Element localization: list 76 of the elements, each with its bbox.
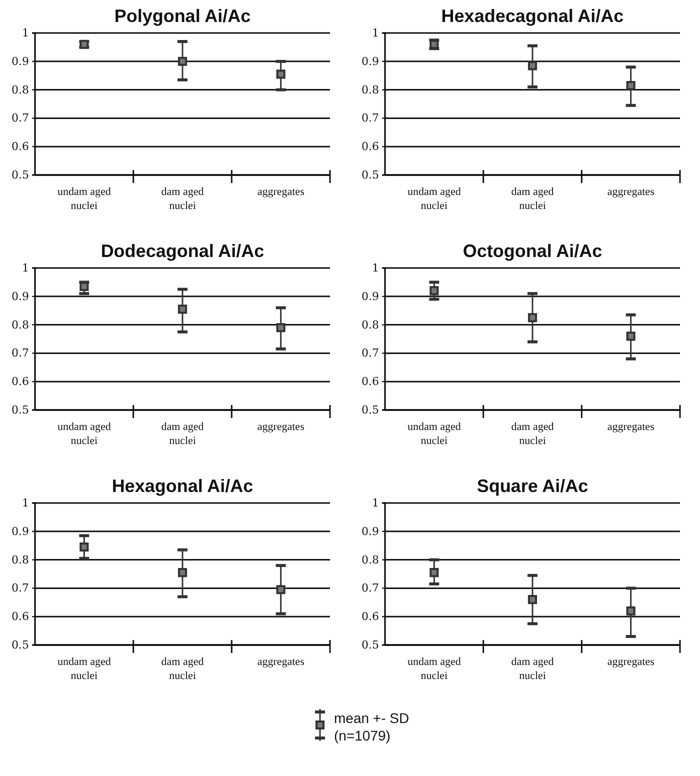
y-tick-label: 0.5 (362, 404, 379, 417)
y-tick-label: 0.5 (12, 404, 29, 417)
y-tick-label: 1 (372, 496, 379, 510)
x-tick-label: dam aged nuclei (161, 186, 204, 212)
point (626, 606, 636, 616)
point (276, 585, 286, 594)
y-tick-label: 1 (22, 496, 29, 510)
x-tick-label: dam aged nuclei (511, 421, 554, 447)
y-tick-label: 1 (22, 26, 29, 40)
chart-title: Polygonal Ai/Ac (114, 6, 251, 26)
point (80, 542, 89, 552)
y-tick-label: 0.8 (362, 553, 379, 566)
y-tick-label: 0.6 (12, 140, 29, 154)
y-tick-label: 0.6 (12, 375, 29, 388)
x-tick-label: aggregates (257, 186, 304, 198)
y-tick-label: 0.9 (12, 54, 29, 68)
point (430, 286, 439, 296)
y-tick-label: 0.7 (362, 346, 379, 360)
point (178, 304, 188, 314)
y-tick-label: 0.7 (362, 112, 379, 125)
x-tick-label: dam aged nuclei (511, 656, 554, 682)
chart-title: Hexadecagonal Ai/Ac (441, 6, 624, 26)
x-tick-label: aggregates (607, 186, 654, 198)
chart-title: Hexagonal Ai/Ac (112, 476, 254, 496)
x-tick-label: aggregates (607, 656, 654, 668)
y-tick-label: 0.8 (12, 83, 29, 96)
point (528, 61, 538, 70)
chart-title: Dodecagonal Ai/Ac (100, 241, 264, 261)
point (430, 568, 439, 578)
x-tick-label: dam aged nuclei (511, 186, 554, 212)
y-tick-label: 0.6 (12, 610, 29, 624)
y-tick-label: 0.8 (362, 83, 379, 96)
x-tick-label: undam aged nuclei (57, 186, 112, 212)
y-tick-label: 0.6 (362, 610, 379, 624)
y-tick-label: 0.9 (12, 524, 29, 538)
y-tick-label: 0.5 (12, 638, 29, 652)
y-tick-label: 0.6 (362, 375, 379, 388)
x-tick-label: undam aged nuclei (407, 186, 462, 212)
y-tick-label: 1 (372, 26, 379, 40)
y-tick-label: 0.7 (12, 112, 29, 125)
x-tick-label: aggregates (257, 656, 304, 668)
y-tick-label: 0.7 (12, 346, 29, 360)
y-tick-label: 0.9 (12, 290, 29, 303)
y-tick-label: 0.5 (362, 638, 379, 652)
legend-label: mean +- SD (n=1079) (334, 710, 410, 744)
y-tick-label: 0.8 (12, 553, 29, 566)
x-tick-label: undam aged nuclei (407, 421, 462, 447)
y-tick-label: 0.5 (362, 168, 379, 182)
point (276, 70, 286, 79)
y-tick-label: 0.9 (362, 524, 379, 538)
x-tick-label: aggregates (257, 421, 304, 433)
y-tick-label: 0.7 (12, 582, 29, 595)
point (178, 568, 188, 578)
y-tick-label: 1 (22, 262, 29, 275)
y-tick-label: 0.7 (362, 582, 379, 595)
point (626, 81, 636, 90)
y-tick-label: 0.8 (362, 318, 379, 332)
point (178, 56, 188, 66)
y-tick-label: 0.6 (362, 140, 379, 154)
y-tick-label: 0.5 (12, 168, 29, 182)
x-tick-label: aggregates (607, 421, 654, 433)
x-tick-label: dam aged nuclei (161, 656, 204, 682)
chart-title: Octogonal Ai/Ac (462, 241, 602, 261)
chart-title: Square Ai/Ac (476, 476, 588, 496)
point (276, 323, 286, 332)
y-tick-label: 0.9 (362, 290, 379, 303)
y-tick-label: 0.9 (362, 54, 379, 68)
x-tick-label: dam aged nuclei (161, 421, 204, 447)
y-tick-label: 0.8 (12, 318, 29, 332)
x-tick-label: undam aged nuclei (57, 421, 112, 447)
point (528, 313, 538, 322)
x-tick-label: undam aged nuclei (57, 656, 112, 682)
point (626, 332, 636, 341)
y-tick-label: 1 (372, 262, 379, 275)
x-tick-label: undam aged nuclei (407, 656, 462, 682)
point (528, 595, 538, 604)
